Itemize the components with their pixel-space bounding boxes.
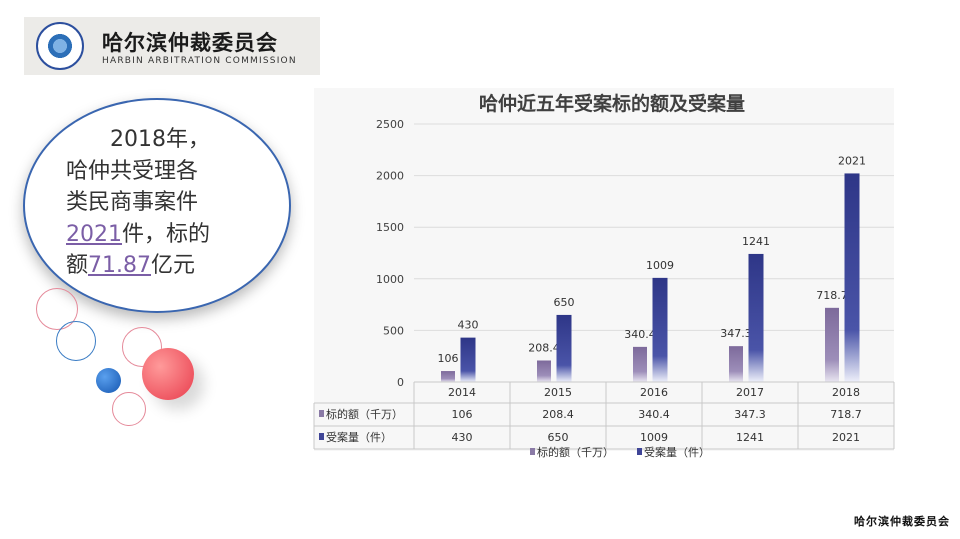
table-cell: 718.7 [830, 408, 862, 421]
emblem-icon [36, 22, 84, 70]
summary-amount-suffix: 亿元 [151, 253, 196, 278]
summary-cases: 2021 [66, 221, 122, 247]
footer-watermark: 哈尔滨仲裁委员会 [854, 515, 950, 528]
bar [652, 277, 668, 382]
summary-line-3: 类民商事案件 [66, 190, 199, 215]
y-tick-label: 2000 [376, 170, 404, 183]
data-label: 340.4 [624, 328, 656, 341]
table-cell: 208.4 [542, 408, 574, 421]
data-label: 430 [458, 319, 479, 332]
y-tick-label: 500 [383, 324, 404, 337]
legend-label: 标的额（千万） [537, 445, 614, 459]
chart-title: 哈仲近五年受案标的额及受案量 [479, 92, 745, 115]
table-cell: 430 [452, 431, 473, 444]
bar [748, 253, 764, 382]
data-label: 106 [438, 352, 459, 365]
table-cell: 2021 [832, 431, 860, 444]
summary-amount-prefix: 额 [66, 253, 89, 278]
table-cell: 347.3 [734, 408, 766, 421]
summary-amount: 71.87 [88, 253, 151, 278]
y-tick-label: 1000 [376, 273, 404, 286]
x-tick-label: 2015 [544, 386, 572, 399]
logo-name-en: HARBIN ARBITRATION COMMISSION [102, 56, 297, 66]
data-label: 718.7 [816, 289, 848, 302]
y-tick-label: 2500 [376, 118, 404, 131]
x-tick-label: 2014 [448, 386, 476, 399]
x-tick-label: 2017 [736, 386, 764, 399]
data-label: 650 [554, 296, 575, 309]
decor-circle [96, 368, 121, 393]
decor-circle [112, 392, 146, 426]
summary-bubble [23, 98, 291, 313]
data-label: 347.3 [720, 327, 752, 340]
bar [825, 307, 839, 382]
data-label: 1241 [742, 235, 770, 248]
commission-logo: 哈尔滨仲裁委员会 HARBIN ARBITRATION COMMISSION [24, 17, 320, 75]
bar [556, 314, 572, 382]
table-row-header: 标的额（千万） [326, 407, 403, 421]
data-label: 1009 [646, 259, 674, 272]
decor-circle [56, 321, 96, 361]
bar [729, 346, 743, 382]
table-cell: 106 [452, 408, 473, 421]
legend-label: 受案量（件） [644, 445, 710, 459]
bar [844, 173, 860, 382]
y-tick-label: 1500 [376, 221, 404, 234]
data-label: 2021 [838, 154, 866, 167]
table-cell: 340.4 [638, 408, 670, 421]
data-label: 208.4 [528, 341, 560, 354]
table-cell: 650 [548, 431, 569, 444]
chart-background [314, 88, 894, 451]
table-row-header: 受案量（件） [326, 430, 392, 444]
y-tick-label: 0 [397, 376, 404, 389]
legend-key [637, 448, 642, 455]
table-legend-key [319, 410, 324, 417]
decor-circle [36, 288, 78, 330]
logo-name-cn: 哈尔滨仲裁委员会 [102, 30, 278, 55]
summary-cases-suffix: 件，标的 [122, 221, 211, 247]
decor-circle [142, 348, 194, 400]
x-tick-label: 2018 [832, 386, 860, 399]
summary-line-1: 2018年， [110, 127, 210, 152]
x-tick-label: 2016 [640, 386, 668, 399]
bar [633, 346, 647, 382]
summary-text: 2018年， 哈仲共受理各 类民商事案件 2021件，标的 额71.87亿元 [66, 124, 256, 282]
table-cell: 1241 [736, 431, 764, 444]
table-legend-key [319, 433, 324, 440]
summary-line-2: 哈仲共受理各 [66, 158, 199, 184]
table-cell: 1009 [640, 431, 668, 444]
bar [441, 371, 455, 382]
legend-key [530, 448, 535, 455]
bar [460, 337, 476, 382]
bar [537, 360, 551, 382]
